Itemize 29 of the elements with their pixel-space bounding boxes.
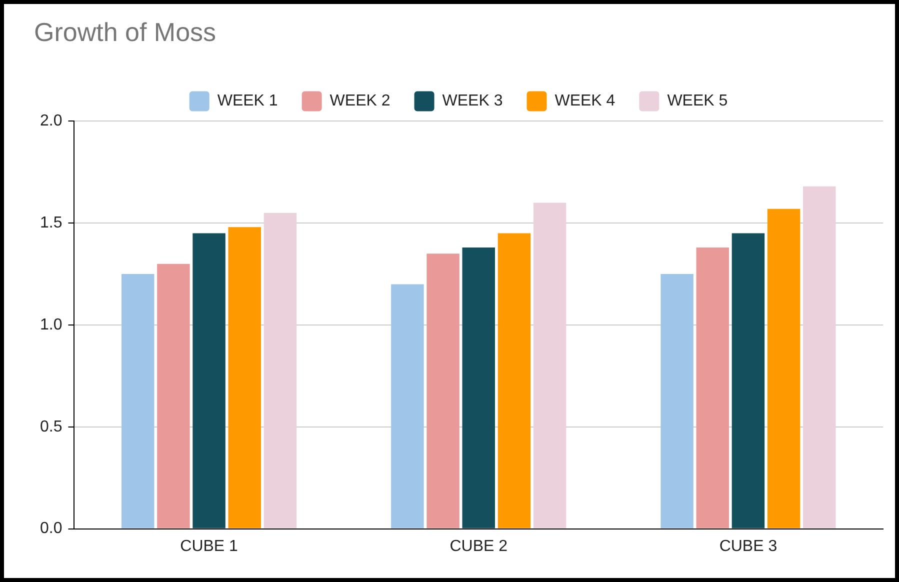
bar	[264, 212, 297, 528]
legend-label: WEEK 4	[554, 92, 616, 110]
bar	[732, 233, 765, 528]
bar	[696, 248, 729, 528]
bar	[228, 227, 261, 528]
bar	[157, 264, 190, 528]
y-tick-label: 2.0	[40, 112, 62, 130]
legend-label: WEEK 1	[217, 92, 278, 110]
bar	[533, 202, 566, 528]
legend-label: WEEK 3	[442, 92, 503, 110]
x-tick-label: CUBE 1	[180, 538, 238, 555]
bar	[803, 186, 836, 528]
bar	[391, 284, 424, 528]
bar	[192, 233, 226, 528]
y-tick-label: 0.0	[40, 520, 62, 538]
x-tick-label: CUBE 2	[450, 538, 508, 555]
x-tick-label: CUBE 3	[719, 538, 778, 555]
bar	[767, 208, 800, 528]
y-tick-label: 0.5	[40, 418, 62, 436]
bar	[121, 274, 154, 528]
y-tick-label: 1.5	[40, 214, 62, 232]
legend-label: WEEK 2	[330, 92, 390, 110]
legend-label: WEEK 5	[667, 92, 728, 110]
bar	[462, 248, 495, 528]
bar	[498, 233, 531, 528]
bar	[660, 274, 694, 528]
y-tick-label: 1.0	[40, 316, 62, 334]
bar	[426, 254, 460, 528]
chart-title: Growth of Moss	[34, 16, 216, 47]
